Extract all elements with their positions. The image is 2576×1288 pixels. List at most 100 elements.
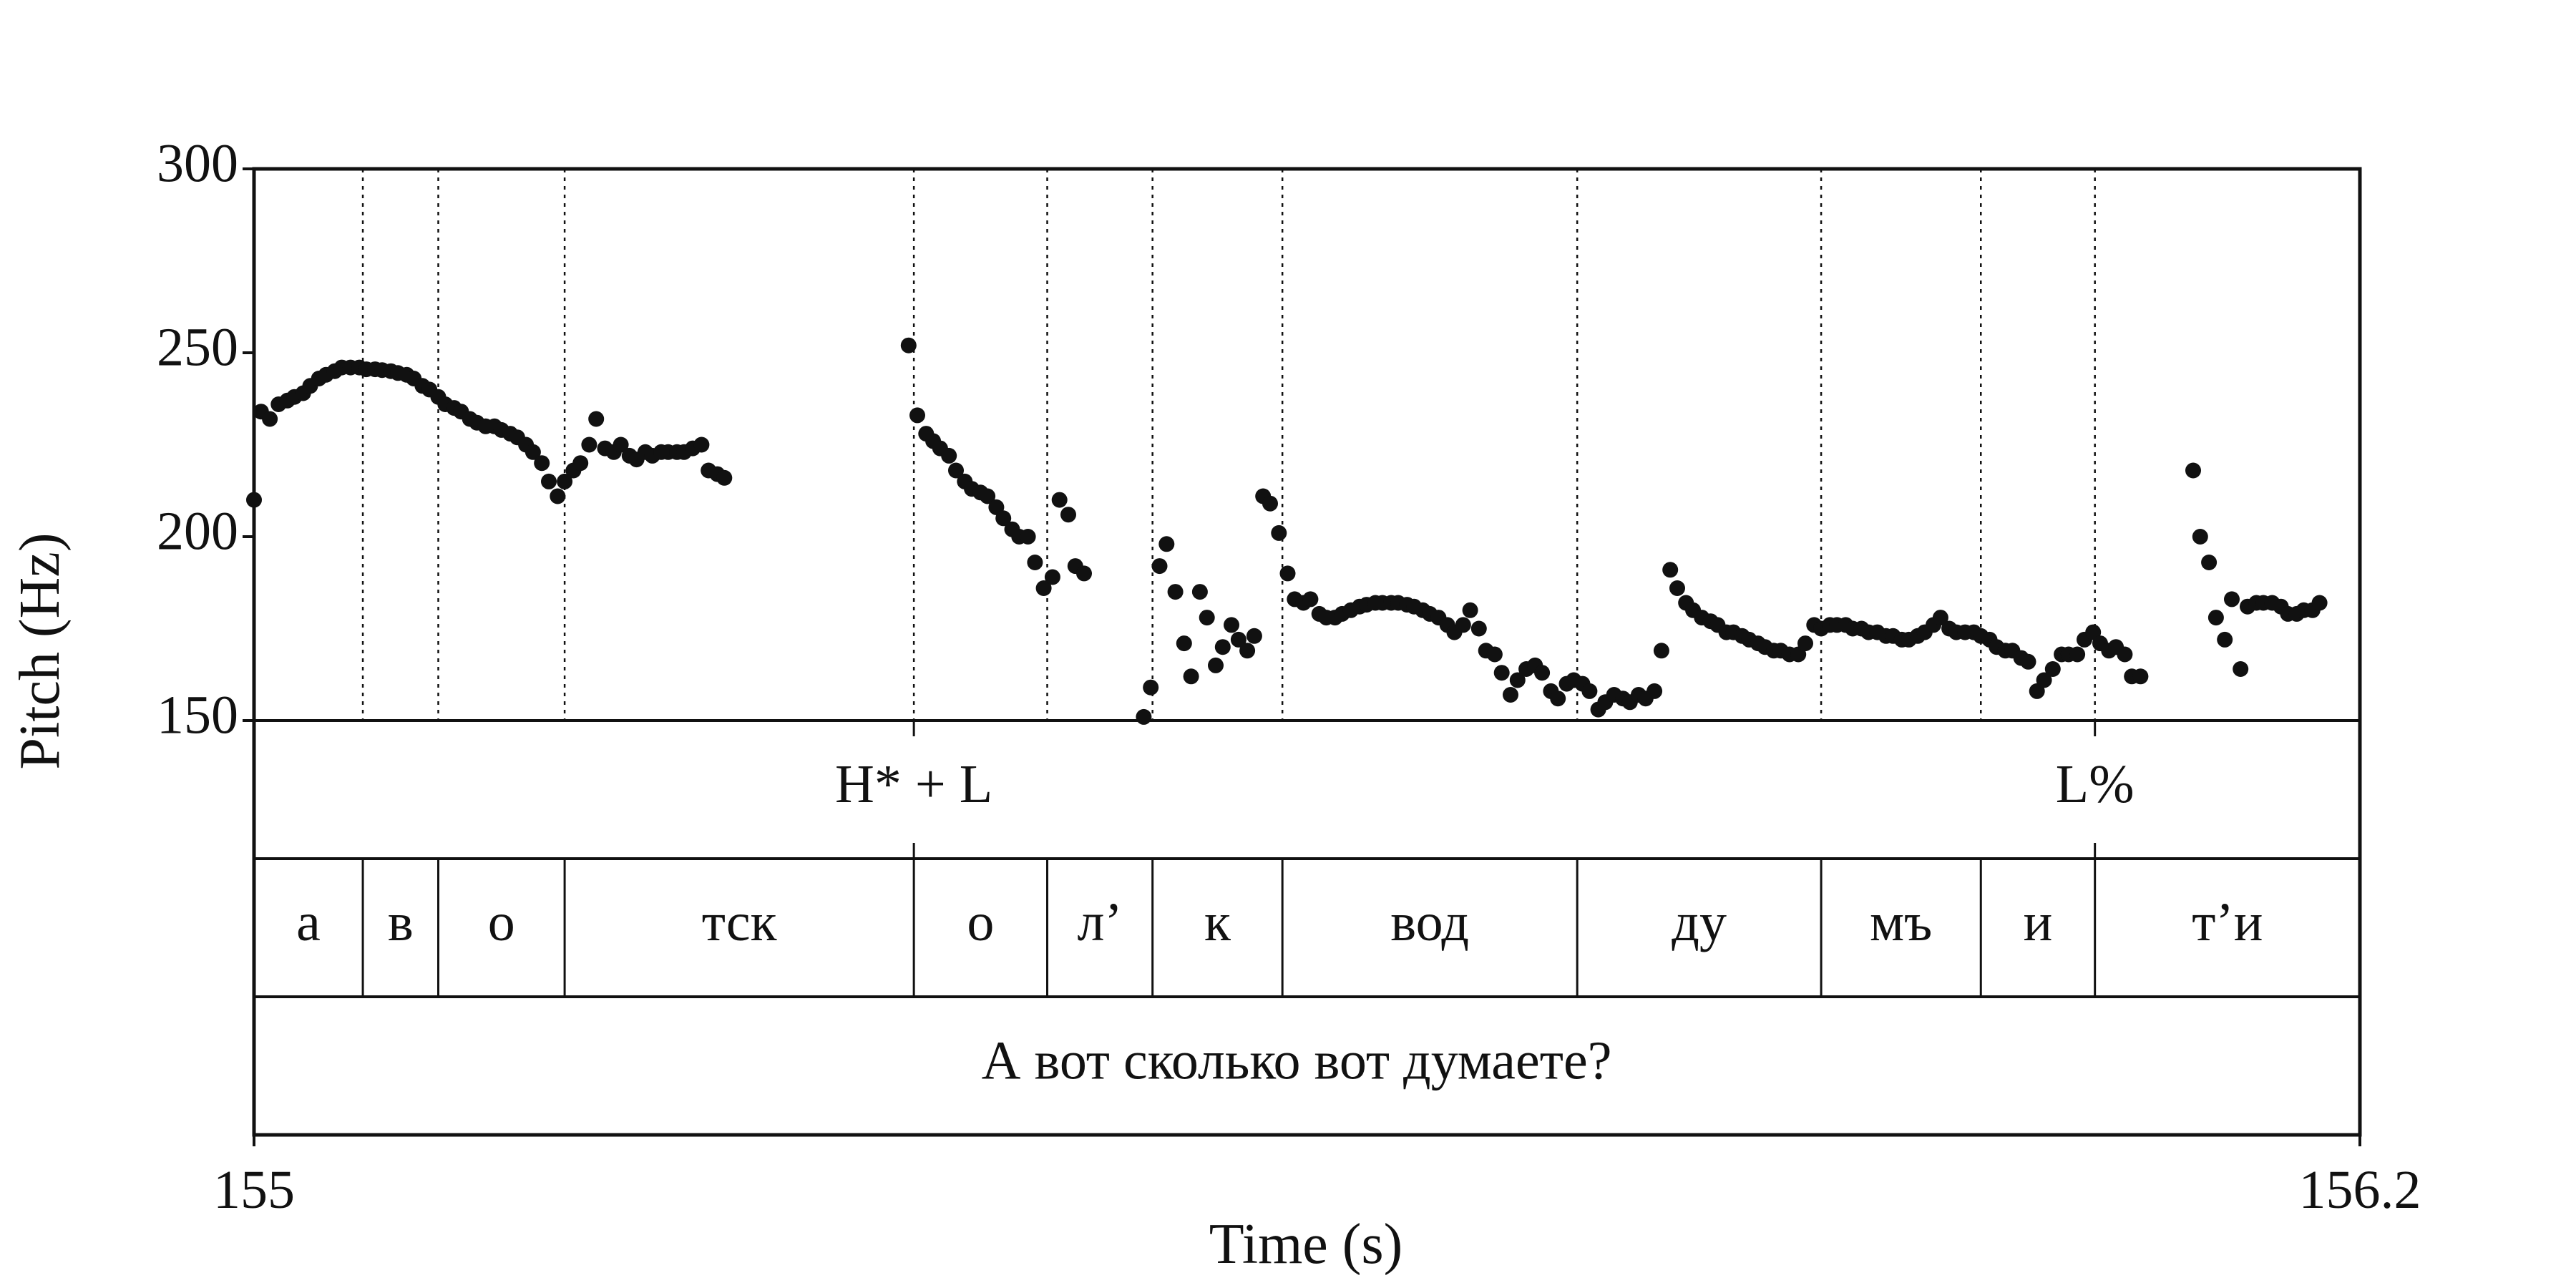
pitch-point [1653,643,1669,659]
pitch-point [588,411,605,427]
pitch-point [2207,610,2224,626]
sentence-label: А вот сколько вот думаете? [982,1030,1612,1091]
pitch-point [2311,595,2328,611]
pitch-point [1044,569,1060,585]
pitch-point [1246,628,1262,644]
pitch-point [980,488,996,504]
pitch-point [1176,635,1192,652]
tone-label: L% [2056,754,2135,814]
pitch-point [572,455,589,472]
pitch-point [2233,661,2249,677]
segment-label: о [488,892,515,952]
y-axis-ticks: 150 200 250 300 [157,133,254,745]
pitch-point [557,473,573,489]
pitch-point [995,510,1012,527]
boundary-dotted-lines [361,169,2096,721]
segment-label: вод [1390,892,1469,952]
pitch-point [1051,492,1068,508]
y-tick-label: 250 [157,317,238,377]
x-tick-label: 156.2 [2299,1160,2421,1220]
segment-label: в [388,892,414,952]
pitch-point [1493,665,1510,681]
pitch-point [246,492,262,508]
pitch-point [2036,672,2052,688]
pitch-point [1151,558,1168,575]
pitch-point [1797,635,1813,652]
pitch-point [1035,580,1052,596]
pitch-point [1509,672,1526,688]
pitch-plot-frame [252,167,2362,1137]
chart-frames [252,167,2362,1137]
pitch-point [900,337,917,353]
segment-label: к [1204,892,1231,952]
segment-label: мъ [1870,892,1932,952]
pitch-point [1224,617,1239,633]
pitch-point [1262,495,1278,512]
pitch-points [246,337,2328,725]
x-axis-label: Time (s) [1209,1213,1402,1276]
pitch-point [1167,584,1184,600]
pitch-point [1020,529,1036,545]
pitch-point [1646,683,1663,699]
pitch-point [693,436,710,453]
x-tick-label: 155 [213,1160,295,1220]
segment-label: ду [1672,892,1727,952]
pitch-point [948,462,964,479]
y-axis-label: Pitch (Hz) [9,532,72,769]
y-tick-label: 300 [157,133,238,193]
pitch-point [1669,580,1685,596]
pitch-point [1199,610,1215,626]
pitch-point [2185,462,2201,479]
segment-label: тск [702,892,777,952]
segment-label: о [967,892,994,952]
pitch-point [1230,631,1246,648]
pitch-point [525,444,541,460]
pitch-point [1143,679,1159,696]
pitch-point [534,455,550,472]
y-tick-label: 150 [157,685,238,745]
pitch-point [2132,668,2149,685]
pitch-point [1462,602,1478,618]
pitch-point [1027,555,1043,570]
pitch-point [1060,507,1076,523]
segment-label: и [2024,892,2053,952]
pitch-point [1191,584,1208,600]
tier-boundaries [361,721,2097,997]
pitch-point [1932,610,1948,626]
pitch-point [2201,555,2218,570]
pitch-point [550,488,566,504]
pitch-point [541,473,557,489]
pitch-point [1534,665,1551,681]
pitch-point [1279,565,1296,582]
pitch-point [613,436,629,453]
pitch-point [581,436,597,453]
pitch-point [2224,591,2240,608]
pitch-point [1470,620,1487,637]
tone-label: H* + L [835,754,992,814]
pitch-point [2217,631,2233,648]
segment-label: л’ [1077,892,1122,952]
pitch-point [1550,691,1566,707]
pitch-point [262,411,278,427]
x-axis-ticks: 155 156.2 [213,1135,2421,1220]
segment-label: т’и [2192,892,2263,952]
pitch-point [1581,683,1598,699]
pitch-point [909,407,925,424]
pitch-point [1455,617,1471,633]
pitch-point [2117,646,2133,663]
pitch-point [1136,708,1152,725]
pitch-point [2020,653,2036,670]
tone-tier: H* + L L% [835,754,2134,814]
pitch-point [941,447,957,464]
pitch-point [1662,562,1679,578]
segment-label: а [296,892,321,952]
pitch-point [1214,639,1231,655]
pitch-point [2069,646,2086,663]
pitch-point [2044,661,2061,677]
pitch-point [1076,565,1092,582]
pitch-point [1183,668,1199,685]
segment-tier: а в о тск о л’ к вод ду мъ и т’и [296,892,2263,952]
pitch-point [716,469,733,486]
pitch-point [2192,529,2208,545]
